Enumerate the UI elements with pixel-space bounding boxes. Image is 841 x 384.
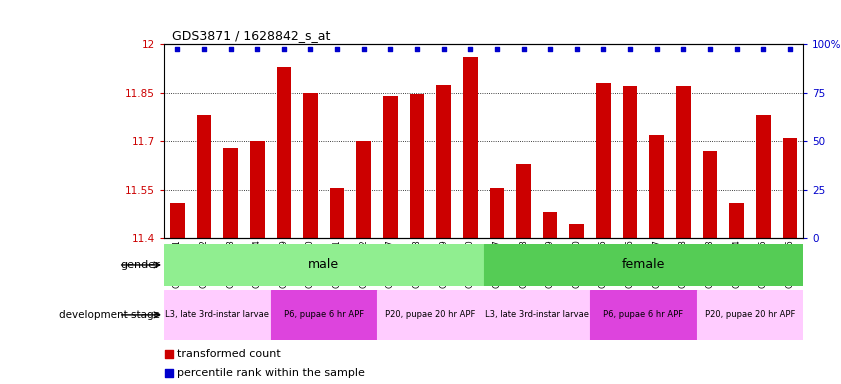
Bar <box>782 138 797 238</box>
Text: development stage: development stage <box>59 310 160 320</box>
Bar <box>676 86 690 238</box>
Point <box>543 46 557 52</box>
Point <box>783 46 796 52</box>
Bar <box>303 93 318 238</box>
Bar <box>271 290 377 340</box>
Point <box>623 46 637 52</box>
Point <box>516 46 530 52</box>
Text: GDS3871 / 1628842_s_at: GDS3871 / 1628842_s_at <box>172 29 331 42</box>
Text: percentile rank within the sample: percentile rank within the sample <box>177 368 364 378</box>
Point <box>162 370 176 376</box>
Bar <box>250 141 265 238</box>
Point <box>277 46 291 52</box>
Text: L3, late 3rd-instar larvae: L3, late 3rd-instar larvae <box>166 310 269 319</box>
Bar <box>357 141 371 238</box>
Point <box>570 46 584 52</box>
Bar <box>223 147 238 238</box>
Bar <box>463 57 478 238</box>
Bar <box>484 290 590 340</box>
Point <box>357 46 370 52</box>
Text: transformed count: transformed count <box>177 349 280 359</box>
Text: P6, pupae 6 hr APF: P6, pupae 6 hr APF <box>603 310 684 319</box>
Point <box>730 46 743 52</box>
Bar <box>590 290 696 340</box>
Point <box>197 46 210 52</box>
Point <box>331 46 344 52</box>
Point <box>676 46 690 52</box>
Text: female: female <box>621 258 665 271</box>
Bar <box>383 96 398 238</box>
Text: P20, pupae 20 hr APF: P20, pupae 20 hr APF <box>385 310 475 319</box>
Point <box>463 46 477 52</box>
Bar <box>596 83 611 238</box>
Bar <box>164 244 484 286</box>
Bar <box>330 188 345 238</box>
Bar <box>542 212 558 238</box>
Bar <box>377 290 484 340</box>
Bar <box>410 94 425 238</box>
Bar <box>696 290 803 340</box>
Bar <box>729 202 744 238</box>
Text: P20, pupae 20 hr APF: P20, pupae 20 hr APF <box>705 310 795 319</box>
Bar <box>569 223 584 238</box>
Bar <box>702 151 717 238</box>
Bar <box>164 290 271 340</box>
Point <box>410 46 424 52</box>
Point <box>756 46 770 52</box>
Point <box>304 46 317 52</box>
Bar <box>170 202 185 238</box>
Point <box>703 46 717 52</box>
Point <box>650 46 664 52</box>
Text: gender: gender <box>120 260 160 270</box>
Bar <box>649 135 664 238</box>
Text: P6, pupae 6 hr APF: P6, pupae 6 hr APF <box>283 310 364 319</box>
Bar <box>484 244 803 286</box>
Point <box>162 351 176 357</box>
Point <box>490 46 504 52</box>
Point <box>251 46 264 52</box>
Bar <box>197 115 211 238</box>
Bar <box>516 164 531 238</box>
Bar <box>436 84 451 238</box>
Text: L3, late 3rd-instar larvae: L3, late 3rd-instar larvae <box>485 310 589 319</box>
Point <box>171 46 184 52</box>
Point <box>224 46 237 52</box>
Point <box>596 46 610 52</box>
Point <box>436 46 450 52</box>
Text: male: male <box>308 258 340 271</box>
Bar <box>489 188 505 238</box>
Bar <box>622 86 637 238</box>
Bar <box>756 115 770 238</box>
Point <box>383 46 397 52</box>
Bar <box>277 67 291 238</box>
